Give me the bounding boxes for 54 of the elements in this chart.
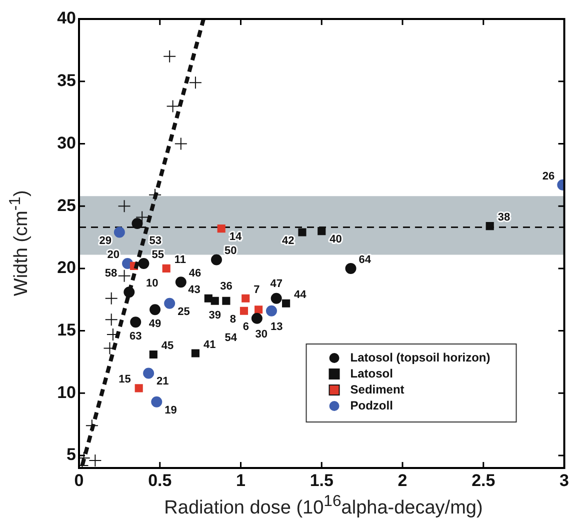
x-tick-label: 2.5 [472, 470, 496, 490]
annotation: 46 [188, 268, 202, 280]
legend-label: Latosol [350, 366, 393, 380]
y-tick-label: 40 [57, 8, 76, 28]
legend-label: Sediment [350, 382, 404, 396]
annotation: 36 [220, 280, 232, 292]
annotation: 40 [330, 234, 342, 246]
x-tick-label: 0.5 [148, 470, 172, 490]
annotation: 10 [146, 277, 158, 290]
y-tick-label: 25 [57, 196, 76, 215]
x-tick-label: 0 [74, 470, 84, 490]
annotation: 6 [242, 320, 249, 333]
annotation: 7 [254, 284, 260, 296]
annotation: 47 [270, 278, 282, 290]
annotation: 44 [294, 288, 308, 301]
x-tick-label: 3 [560, 470, 570, 490]
x-tick-label: 1 [236, 470, 246, 490]
y-tick-label: 10 [57, 382, 76, 402]
annotation: 20 [107, 248, 120, 261]
annotation: 45 [161, 340, 174, 352]
annotation: 49 [148, 318, 162, 330]
annotation: 13 [270, 321, 283, 334]
annotation: 29 [99, 234, 112, 247]
y-tick-label: 35 [57, 71, 76, 90]
annotation: 8 [230, 313, 236, 326]
annotation: 58 [104, 268, 118, 280]
y-tick-label: 20 [57, 258, 76, 278]
y-tick-label: 5 [66, 445, 76, 464]
x-tick-label: 1.5 [310, 470, 334, 490]
annotation: 26 [542, 170, 555, 182]
legend-label: Latosol (topsoil horizon) [350, 350, 490, 364]
annotation: 25 [178, 306, 190, 318]
annotation: 53 [149, 235, 162, 248]
annotation: 50 [224, 245, 237, 258]
annotation: 11 [174, 254, 186, 266]
annotation: 42 [282, 234, 294, 247]
x-axis-title: Radiation dose (10$^{16}$alpha-decay/mg) [163, 493, 484, 520]
y-tick-label: 15 [57, 320, 76, 340]
annotation: 19 [164, 404, 177, 416]
annotation: 55 [152, 248, 164, 261]
annotation: 43 [188, 284, 200, 296]
annotation: 21 [156, 376, 169, 388]
annotation: 39 [208, 309, 222, 322]
annotation: 64 [358, 254, 372, 266]
annotation: 38 [498, 212, 510, 224]
x-tick-label: 2 [398, 470, 408, 490]
annotation: 14 [229, 231, 242, 244]
annotation: 54 [224, 332, 238, 344]
annotation: 15 [118, 374, 131, 386]
annotation: 63 [129, 330, 142, 343]
y-tick-label: 30 [57, 133, 76, 152]
annotation: 30 [255, 328, 268, 340]
legend-label: Podzoll [350, 398, 393, 412]
annotation: 41 [203, 338, 216, 351]
